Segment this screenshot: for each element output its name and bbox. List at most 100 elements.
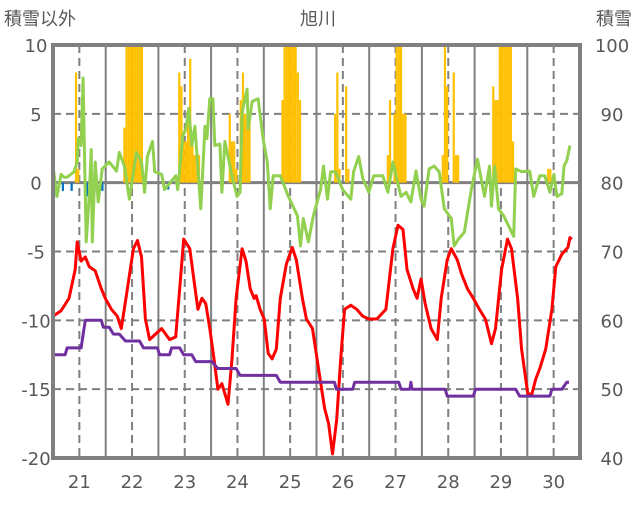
snowfall-bar <box>496 100 499 183</box>
left-tick-label: -15 <box>21 380 50 401</box>
snowfall-bar <box>178 72 181 183</box>
left-tick-label: 5 <box>30 105 41 126</box>
snowfall-bar <box>494 100 497 183</box>
snowfall-bar <box>334 113 337 183</box>
snowfall-bar <box>180 86 183 183</box>
snowfall-bar <box>549 168 552 183</box>
snowfall-bar <box>404 113 407 183</box>
snowfall-bar <box>230 141 234 183</box>
snowfall-bar <box>446 86 449 183</box>
left-tick-label: -5 <box>27 243 45 264</box>
temperature-line <box>52 223 573 456</box>
left-axis-title: 積雪以外 <box>4 9 76 30</box>
snow_depth-line <box>53 318 569 398</box>
snowfall-bar <box>399 45 403 183</box>
snowfall-bar <box>345 86 348 183</box>
right-tick-label: 100 <box>595 36 629 57</box>
snowfall-bar <box>248 113 251 183</box>
snowfall-bar <box>402 113 405 183</box>
snowfall-bar <box>507 45 510 183</box>
snowfall-bar <box>336 72 339 183</box>
snowfall-bar <box>441 155 444 183</box>
snowfall-bar <box>184 141 187 183</box>
left-tick-label: 0 <box>30 174 41 195</box>
snowfall-bar <box>498 45 501 183</box>
snowfall-bar <box>388 100 392 183</box>
snowfall-bar <box>505 45 508 183</box>
snowfall-bar <box>138 45 141 183</box>
snowfall-bar <box>129 45 133 183</box>
snowfall-bar <box>77 168 80 183</box>
snowfall-bar <box>125 45 128 183</box>
snowfall-bar <box>395 45 398 183</box>
snowfall-bar <box>338 168 341 183</box>
precip-bar <box>70 182 73 191</box>
right-axis-title: 積雪 <box>596 9 632 30</box>
snowfall-bar <box>457 155 460 183</box>
snowfall-bar <box>500 45 504 183</box>
snowfall-bar <box>127 45 130 183</box>
snowfall-bar <box>134 45 137 183</box>
snowfall-bar <box>393 113 396 183</box>
chart-title: 旭川 <box>300 9 336 30</box>
x-tick-label: 23 <box>173 472 196 493</box>
wind-line <box>51 76 572 248</box>
snowfall-bar <box>285 45 288 183</box>
lines <box>51 76 573 456</box>
snowfall-bar <box>397 45 400 183</box>
snowfall-bar <box>191 141 194 183</box>
precip-bar <box>61 182 64 191</box>
x-tick-label: 26 <box>331 472 354 493</box>
snowfall-bar <box>298 100 302 183</box>
snowfall-bar <box>290 45 293 183</box>
left-tick-label: -20 <box>21 449 50 470</box>
snowfall-bar <box>235 168 238 183</box>
right-tick-label: 50 <box>601 380 624 401</box>
x-tick-label: 30 <box>542 472 565 493</box>
snowfall-bar <box>186 113 190 183</box>
right-tick-label: 70 <box>601 243 624 264</box>
x-tick-label: 27 <box>384 472 407 493</box>
x-tick-label: 25 <box>279 472 302 493</box>
snowfall-bar <box>244 113 247 183</box>
left-tick-label: -10 <box>21 311 50 332</box>
precip-bar <box>101 182 104 191</box>
snowfall-bar <box>246 113 249 183</box>
snowfall-bar <box>136 45 139 183</box>
snowfall-bar <box>296 72 299 183</box>
right-tick-label: 40 <box>601 449 624 470</box>
snowfall-bar <box>443 45 447 183</box>
snowfall-bar <box>132 45 135 183</box>
x-tick-label: 28 <box>437 472 460 493</box>
left-tick-label: 10 <box>25 36 48 57</box>
snowfall-bar <box>140 45 144 183</box>
snowfall-bar <box>193 155 196 183</box>
snowfall-bar <box>386 155 389 183</box>
snowfall-bar <box>287 45 291 183</box>
precip-bar <box>85 182 89 197</box>
x-tick-label: 22 <box>121 472 144 493</box>
snowfall-bar <box>452 72 455 183</box>
snowfall-bar <box>182 141 185 183</box>
snowfall-bar <box>547 168 550 183</box>
snowfall-bar <box>123 127 126 183</box>
snowfall-bar <box>74 72 78 183</box>
snowfall-bar <box>233 141 236 183</box>
x-tick-label: 21 <box>68 472 91 493</box>
snowfall-bar <box>292 45 295 183</box>
snowfall-bar <box>454 155 458 183</box>
plot-frame <box>51 43 582 460</box>
snowfall-bar <box>281 100 284 183</box>
snowfall-bar <box>347 168 350 183</box>
x-tick-label: 24 <box>226 472 249 493</box>
snowfall-bar <box>492 86 495 183</box>
x-tick-label: 29 <box>489 472 512 493</box>
right-tick-label: 90 <box>601 105 624 126</box>
right-tick-label: 80 <box>601 174 624 195</box>
snowfall-bar <box>228 113 231 183</box>
right-tick-label: 60 <box>601 311 624 332</box>
snowfall-bar <box>509 45 512 183</box>
snowfall-bar <box>511 141 515 183</box>
